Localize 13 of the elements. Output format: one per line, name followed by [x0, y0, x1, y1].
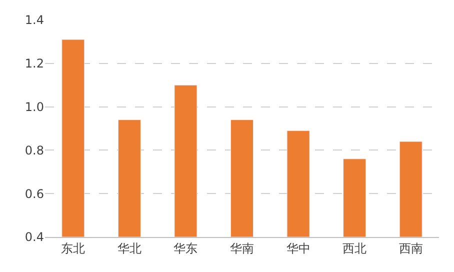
x-tick-label: 华南: [230, 241, 254, 256]
x-tick-label: 东北: [61, 241, 86, 256]
x-tick-label: 华东: [174, 241, 198, 256]
x-tick-label: 华中: [286, 241, 310, 256]
x-tick-label: 西南: [398, 241, 423, 256]
y-tick-label: 1.0: [24, 100, 44, 114]
y-tick-label: 0.6: [24, 186, 44, 201]
x-tick-label: 华北: [117, 241, 142, 256]
y-tick-label: 0.8: [24, 143, 44, 158]
x-tick-label: 西北: [342, 241, 367, 256]
y-tick-label: 0.4: [24, 230, 44, 244]
y-tick-label: 1.2: [24, 56, 44, 71]
y-tick-label: 1.4: [24, 13, 44, 28]
